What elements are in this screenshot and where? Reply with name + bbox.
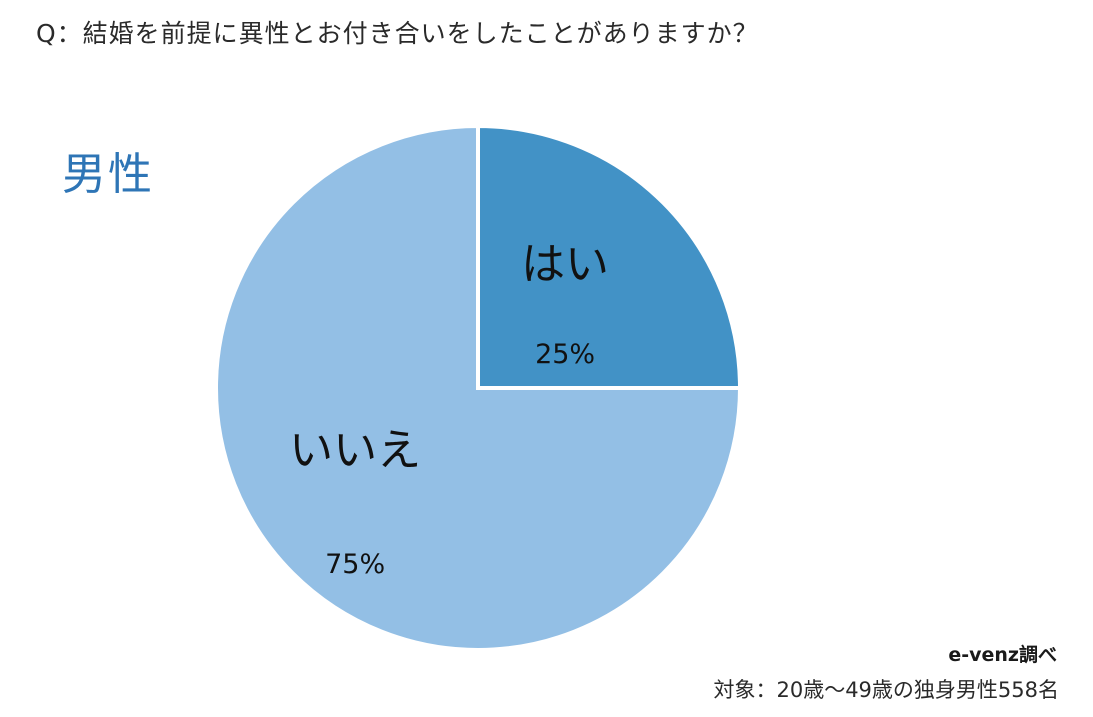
pie-slice-0 [476, 123, 743, 390]
pie-slices [214, 123, 743, 652]
pie-slice-1 [214, 123, 743, 652]
source-note: e-venz調べ [948, 644, 1057, 666]
pie-slice-label-1: いいえ [289, 425, 421, 476]
gender-label: 男性 [62, 149, 154, 200]
pie-labels: はい 25% いいえ 75% [289, 239, 609, 580]
survey-target-note: 対象：20歳～49歳の独身男性558名 [713, 678, 1059, 702]
pie-slice-label-0: はい [521, 239, 609, 290]
question-title: Q：結婚を前提に異性とお付き合いをしたことがありますか？ [36, 19, 759, 48]
pie-slice-value-1: 75% [325, 549, 385, 580]
pie-slice-value-0: 25% [535, 339, 595, 370]
